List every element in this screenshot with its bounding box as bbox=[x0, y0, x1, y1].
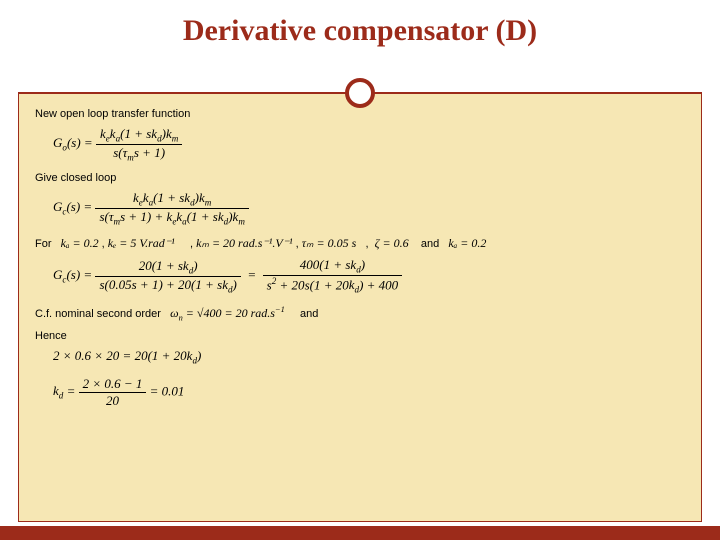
for-km: kₘ = 20 rad.s⁻¹.V⁻¹ bbox=[196, 236, 292, 250]
eq-gcn-den1: s(0.05s + 1) + 20(1 + skd) bbox=[95, 277, 240, 295]
eq-gc-num: keka(1 + skd)km bbox=[95, 190, 248, 209]
eq-go-lhs: Go(s) = bbox=[53, 135, 96, 150]
eq-go-num: keka(1 + skd)km bbox=[96, 126, 182, 145]
eq-gc-den: s(τms + 1) + keka(1 + skd)km bbox=[95, 209, 248, 227]
for-and: and bbox=[421, 238, 439, 250]
eq-gcn-lhs: Gc(s) = bbox=[53, 267, 95, 282]
slide: Derivative compensator (D) New open loop… bbox=[0, 0, 720, 540]
circle-ornament-icon bbox=[345, 78, 375, 108]
eq-go-den: s(τms + 1) bbox=[96, 145, 182, 163]
slide-title: Derivative compensator (D) bbox=[0, 14, 720, 48]
cf-and: and bbox=[300, 308, 318, 320]
eq-kd-num: 2 × 0.6 − 1 bbox=[79, 376, 147, 393]
text-line-2: Give closed loop bbox=[35, 172, 685, 184]
eq-kd-den: 20 bbox=[79, 393, 147, 409]
eq-gc-lhs: Gc(s) = bbox=[53, 199, 95, 214]
equation-gc-numeric: Gc(s) = 20(1 + skd) s(0.05s + 1) + 20(1 … bbox=[53, 257, 685, 295]
eq-gcn-den2: s2 + 20s(1 + 20kd) + 400 bbox=[263, 276, 403, 295]
eq-gcn-num2: 400(1 + skd) bbox=[263, 257, 403, 276]
equation-gc: Gc(s) = keka(1 + skd)km s(τms + 1) + kek… bbox=[53, 190, 685, 226]
for-label: For bbox=[35, 238, 52, 250]
for-tau: τₘ = 0.05 s bbox=[302, 236, 357, 250]
for-ka2: kₐ = 0.2 bbox=[448, 236, 486, 250]
equation-go: Go(s) = keka(1 + skd)km s(τms + 1) bbox=[53, 126, 685, 162]
cf-row: C.f. nominal second order ωn = √400 = 20… bbox=[35, 305, 685, 322]
for-ke: kₑ = 5 V.rad⁻¹ bbox=[108, 236, 175, 250]
for-row: For kₐ = 0.2 , kₑ = 5 V.rad⁻¹ , kₘ = 20 … bbox=[35, 236, 685, 251]
for-ka: kₐ = 0.2 bbox=[61, 236, 99, 250]
cf-label: C.f. nominal second order bbox=[35, 308, 161, 320]
equation-hence: 2 × 0.6 × 20 = 20(1 + 20kd) bbox=[53, 348, 685, 366]
footer-bar bbox=[0, 526, 720, 540]
title-area: Derivative compensator (D) bbox=[0, 0, 720, 76]
equation-kd: kd = 2 × 0.6 − 1 20 = 0.01 bbox=[53, 376, 685, 409]
content-panel: New open loop transfer function Go(s) = … bbox=[18, 93, 702, 522]
for-zeta: ζ = 0.6 bbox=[375, 236, 409, 250]
text-line-1: New open loop transfer function bbox=[35, 108, 685, 120]
omega-n: ωn = √400 = 20 rad.s−1 bbox=[170, 306, 285, 320]
hence-label: Hence bbox=[35, 330, 685, 342]
eq-gcn-num1: 20(1 + skd) bbox=[95, 258, 240, 277]
